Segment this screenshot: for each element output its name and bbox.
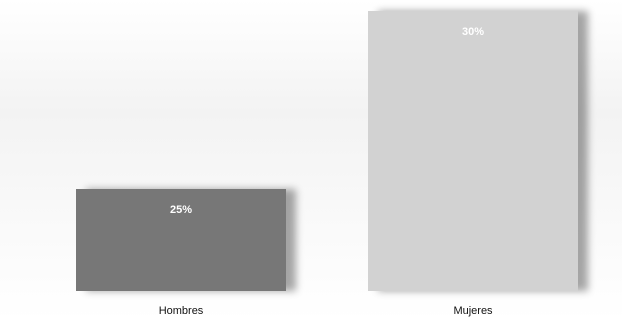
category-label-mujeres: Mujeres [453,305,493,317]
bar-hombres [76,189,286,291]
category-label-hombres: Hombres [159,305,204,317]
value-label-mujeres: 30% [462,26,484,38]
bars-group [76,11,578,291]
category-labels-group: Hombres Mujeres [159,305,493,317]
value-label-hombres: 25% [170,204,192,216]
bar-mujeres [368,11,578,291]
value-labels-group: 25% 30% [170,26,484,216]
